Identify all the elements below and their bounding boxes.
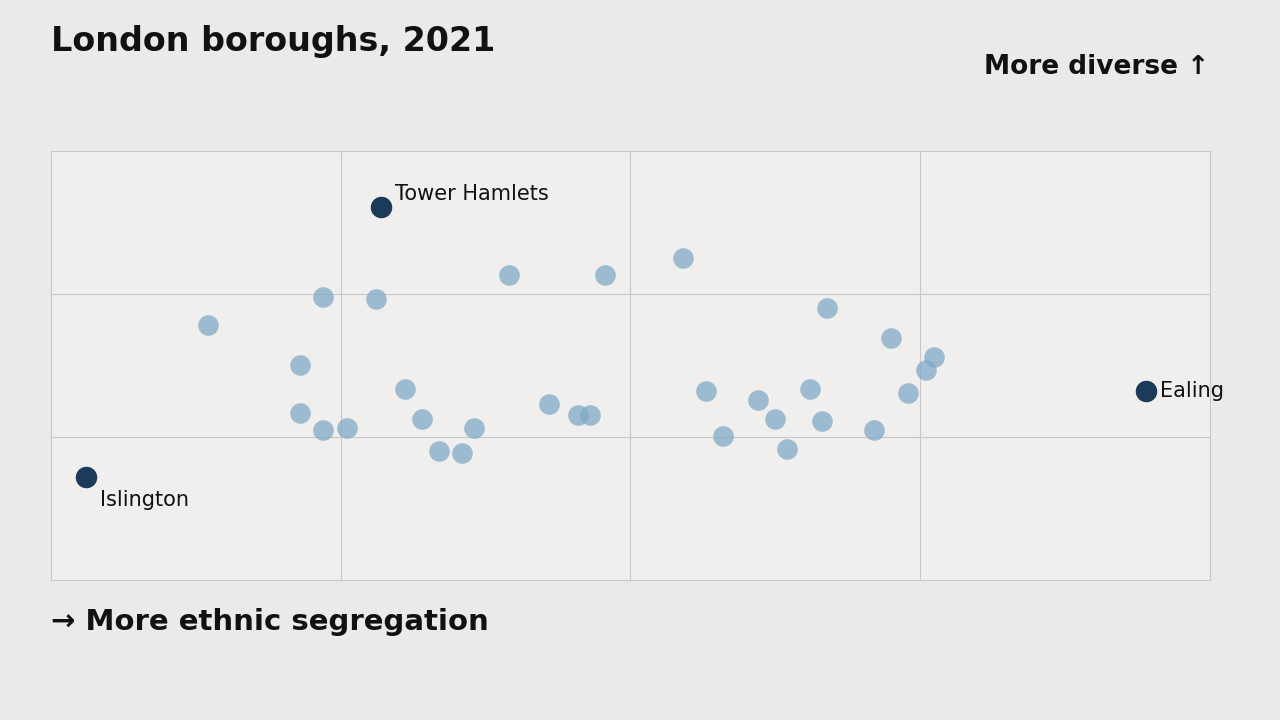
Point (672, 253, 692, 264)
Point (899, 387, 919, 399)
Point (291, 359, 311, 372)
Point (924, 351, 945, 363)
Text: London boroughs, 2021: London boroughs, 2021 (51, 25, 495, 58)
Point (695, 385, 716, 397)
Point (429, 445, 449, 456)
Point (800, 383, 820, 395)
Text: Ealing: Ealing (1160, 381, 1224, 401)
Point (452, 447, 472, 459)
Text: → More ethnic segregation: → More ethnic segregation (51, 608, 489, 636)
Point (713, 431, 733, 442)
Point (412, 413, 433, 425)
Point (498, 270, 518, 282)
Point (812, 415, 832, 427)
Point (864, 424, 884, 436)
Text: More diverse ↑: More diverse ↑ (984, 54, 1210, 80)
Point (197, 319, 218, 330)
Point (748, 394, 768, 405)
Text: Islington: Islington (100, 490, 189, 510)
Point (394, 383, 415, 395)
Point (314, 424, 334, 436)
Point (365, 293, 385, 305)
Point (580, 409, 600, 420)
Text: Tower Hamlets: Tower Hamlets (396, 184, 549, 204)
Point (539, 398, 559, 410)
Point (371, 201, 392, 212)
Point (595, 270, 616, 282)
Point (291, 407, 311, 418)
Point (765, 413, 786, 425)
Point (463, 422, 484, 433)
Point (1135, 385, 1156, 397)
Point (817, 302, 837, 313)
Point (777, 444, 797, 455)
Point (881, 332, 901, 343)
Point (76, 471, 96, 482)
Point (337, 422, 357, 433)
Point (568, 409, 589, 420)
Point (314, 291, 334, 302)
Point (915, 364, 936, 375)
